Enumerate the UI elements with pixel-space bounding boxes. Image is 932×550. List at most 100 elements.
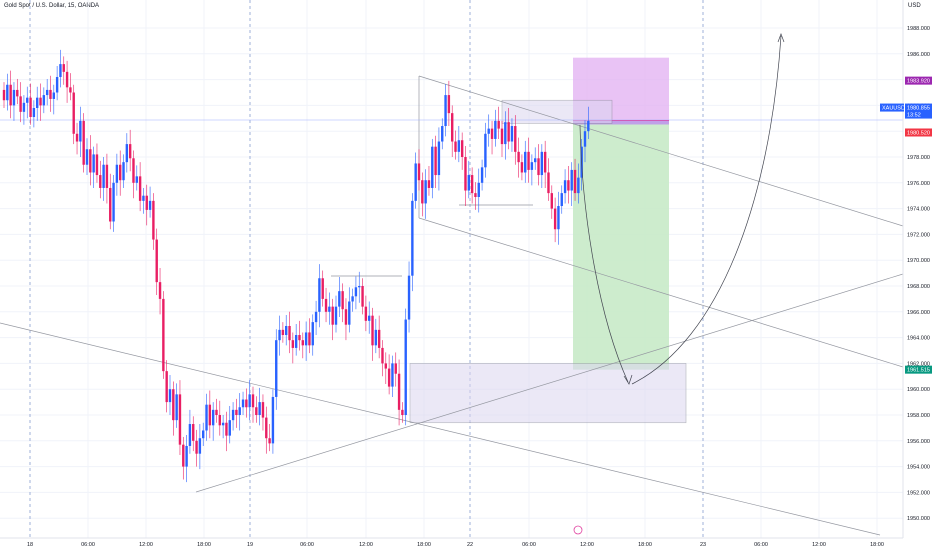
x-tick-label: 23 bbox=[700, 542, 706, 548]
y-tick-label: 1950.000 bbox=[907, 516, 930, 522]
candle bbox=[321, 270, 324, 307]
candle bbox=[138, 162, 142, 212]
candle bbox=[563, 169, 567, 204]
candle-body bbox=[285, 325, 288, 336]
x-tick-label: 22 bbox=[467, 542, 473, 548]
candle-body bbox=[162, 298, 165, 372]
candle bbox=[338, 276, 341, 317]
candle-body bbox=[288, 325, 291, 341]
candle-body bbox=[334, 306, 338, 325]
candle bbox=[341, 283, 344, 323]
candle-body bbox=[308, 332, 311, 346]
candle-body bbox=[324, 298, 328, 312]
candle bbox=[358, 271, 361, 303]
candle bbox=[79, 106, 82, 157]
candle-body bbox=[587, 120, 590, 132]
candle-body bbox=[477, 182, 480, 197]
candle bbox=[221, 415, 225, 439]
candle-body bbox=[557, 206, 560, 230]
candle-body bbox=[152, 200, 155, 240]
candle-body bbox=[583, 131, 587, 147]
candle bbox=[530, 154, 534, 186]
candle bbox=[394, 352, 397, 387]
candle-body bbox=[524, 151, 527, 173]
candle-body bbox=[318, 278, 321, 312]
candle bbox=[583, 120, 587, 163]
candle bbox=[414, 152, 417, 209]
y-tick-label: 1988.000 bbox=[907, 26, 930, 32]
candle bbox=[514, 115, 517, 165]
candle-body bbox=[255, 407, 258, 415]
candle bbox=[241, 391, 245, 415]
stop-price-tag-bg bbox=[905, 76, 932, 85]
candle bbox=[82, 113, 85, 173]
descending-trendline bbox=[0, 322, 881, 536]
candle bbox=[281, 322, 285, 343]
candle bbox=[298, 320, 301, 351]
candle-body bbox=[79, 120, 82, 142]
candle-body bbox=[42, 95, 46, 106]
candle bbox=[381, 340, 384, 377]
candle-body bbox=[95, 154, 99, 176]
arrowhead-down bbox=[623, 374, 633, 385]
candle-body bbox=[550, 193, 553, 209]
candle-body bbox=[464, 157, 467, 191]
candle-body bbox=[138, 176, 142, 201]
candle bbox=[22, 95, 26, 125]
candle bbox=[165, 360, 168, 413]
candle-body bbox=[142, 195, 145, 201]
candle bbox=[437, 127, 441, 191]
candle bbox=[168, 375, 172, 415]
currency-label: USD bbox=[908, 3, 921, 9]
candle-body bbox=[128, 144, 132, 159]
candle-body bbox=[102, 164, 105, 188]
candle bbox=[427, 166, 431, 196]
candle-body bbox=[45, 89, 49, 96]
candle bbox=[211, 402, 215, 441]
candle-body bbox=[155, 239, 158, 283]
candle-body bbox=[480, 167, 484, 183]
candle-body bbox=[454, 141, 457, 152]
candle-body bbox=[268, 438, 271, 444]
candle bbox=[62, 56, 65, 85]
candle bbox=[128, 129, 132, 172]
candle bbox=[490, 120, 494, 155]
candle-body bbox=[205, 404, 208, 431]
candle-body bbox=[298, 335, 301, 341]
current-price-tag: 1980.855 bbox=[907, 106, 930, 112]
candle-body bbox=[573, 169, 577, 194]
candle-body bbox=[434, 146, 437, 176]
candle bbox=[49, 75, 52, 112]
candle-body bbox=[182, 444, 185, 467]
y-tick-label: 1986.000 bbox=[907, 52, 930, 58]
candle-body bbox=[122, 162, 125, 181]
candle bbox=[172, 381, 175, 436]
candle bbox=[504, 111, 507, 160]
candle bbox=[314, 300, 318, 336]
countdown-tag-bg bbox=[905, 110, 932, 119]
candle bbox=[318, 264, 321, 328]
candle-body bbox=[341, 291, 344, 310]
candle bbox=[328, 292, 331, 325]
candle bbox=[271, 389, 275, 454]
candle bbox=[331, 298, 334, 341]
candle-body bbox=[311, 322, 314, 346]
candle-body bbox=[109, 187, 112, 222]
candle-body bbox=[72, 92, 75, 134]
candle bbox=[185, 434, 188, 483]
candle bbox=[470, 167, 474, 204]
candle-body bbox=[132, 158, 135, 183]
candle-body bbox=[158, 282, 162, 299]
candle-body bbox=[92, 154, 95, 173]
candle-body bbox=[291, 340, 295, 348]
candle bbox=[92, 146, 95, 188]
candle bbox=[102, 157, 105, 201]
candle-body bbox=[65, 71, 69, 88]
candle-body bbox=[358, 286, 361, 288]
candle bbox=[9, 70, 12, 119]
x-tick-label: 06:00 bbox=[300, 542, 314, 548]
candle-body bbox=[294, 335, 298, 348]
position-zones bbox=[409, 57, 687, 424]
